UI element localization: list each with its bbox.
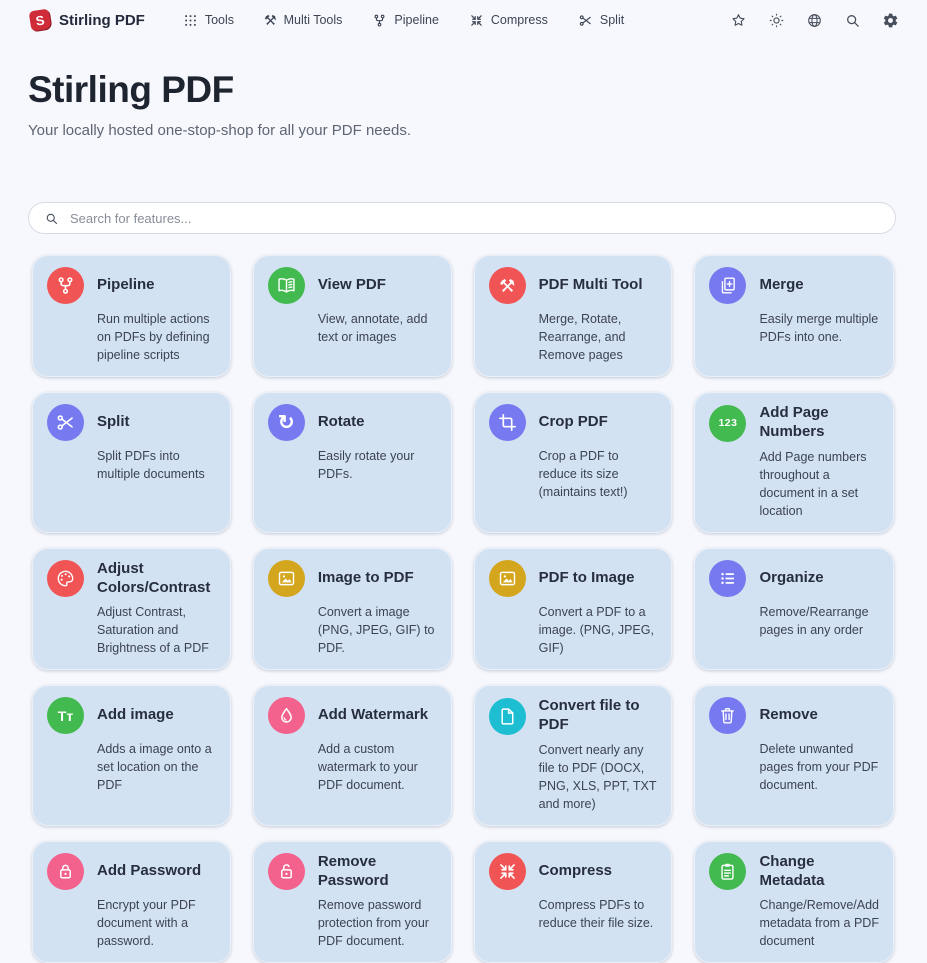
multi-tools-icon: ⚒ <box>264 12 277 28</box>
gear-icon <box>882 12 899 29</box>
file-icon <box>488 697 526 735</box>
globe-button[interactable] <box>806 12 823 29</box>
tool-card-view-pdf[interactable]: View PDF View, annotate, add text or ima… <box>252 255 452 378</box>
palette-icon <box>47 560 84 597</box>
page-subtitle: Your locally hosted one-stop-shop for al… <box>28 122 411 140</box>
tool-card-crop-pdf[interactable]: Crop PDF Crop a PDF to reduce its size (… <box>473 392 673 533</box>
scissors-icon <box>47 404 84 442</box>
tool-card-rotate[interactable]: ↻ Rotate Easily rotate your PDFs. <box>252 392 452 533</box>
pipeline-icon <box>372 13 387 28</box>
globe-icon <box>806 12 823 29</box>
unlock-icon <box>267 853 305 890</box>
tool-card-compress[interactable]: Compress Compress PDFs to reduce their f… <box>473 840 673 963</box>
compress-icon <box>469 13 484 28</box>
tool-card-remove[interactable]: Remove Delete unwanted pages from your P… <box>694 685 894 826</box>
lock-icon <box>47 852 84 890</box>
nav-items: Tools ⚒ Multi Tools Pipeline Compress Sp… <box>183 13 624 28</box>
tool-card-remove-password[interactable]: Remove Password Remove password protecti… <box>252 840 452 963</box>
tool-card-add-watermark[interactable]: Add Watermark Add a custom watermark to … <box>252 685 452 826</box>
search-input[interactable] <box>70 210 880 226</box>
gear-button[interactable] <box>882 12 899 29</box>
nav-item-multi-tools[interactable]: ⚒ Multi Tools <box>264 12 343 28</box>
search-button[interactable] <box>844 12 861 29</box>
multi-tools-icon: ⚒ <box>488 267 526 305</box>
top-navbar: S Stirling PDF Tools ⚒ Multi Tools Pipel… <box>0 0 927 34</box>
tool-card-add-password[interactable]: Add Password Encrypt your PDF document w… <box>32 840 231 963</box>
tool-card-pdf-multi-tool[interactable]: ⚒ PDF Multi Tool Merge, Rotate, Rearrang… <box>473 255 673 378</box>
tool-card-change-metadata[interactable]: Change Metadata Change/Remove/Add metada… <box>694 840 894 963</box>
image-icon <box>267 559 305 597</box>
image-icon <box>488 559 526 597</box>
star-icon <box>730 12 747 29</box>
tool-card-organize[interactable]: Organize Remove/Rearrange pages in any o… <box>694 547 894 671</box>
droplet-icon <box>267 697 305 735</box>
tool-card-adjust-colors-contrast[interactable]: Adjust Colors/Contrast Adjust Contrast, … <box>32 547 231 671</box>
search-bar[interactable] <box>28 202 896 235</box>
tool-card-pipeline[interactable]: Pipeline Run multiple actions on PDFs by… <box>32 255 231 378</box>
page-title: Stirling PDF <box>28 69 234 110</box>
star-button[interactable] <box>730 12 747 29</box>
stirling-logo-icon: S <box>28 8 52 32</box>
nav-item-compress[interactable]: Compress <box>469 13 548 28</box>
merge-icon <box>709 267 747 305</box>
tool-card-add-page-numbers[interactable]: 123 Add Page Numbers Add Page numbers th… <box>694 392 894 533</box>
search-icon <box>44 211 59 226</box>
text-fields-icon: Tт <box>47 697 84 735</box>
compress-icon <box>488 852 526 890</box>
hero: Stirling PDF Your locally hosted one-sto… <box>0 67 927 139</box>
brightness-button[interactable] <box>768 12 785 29</box>
tool-card-convert-file-to-pdf[interactable]: Convert file to PDF Convert nearly any f… <box>473 685 673 826</box>
tool-card-split[interactable]: Split Split PDFs into multiple documents <box>32 392 231 533</box>
brand-home-link[interactable]: S Stirling PDF <box>28 8 145 32</box>
tool-card-image-to-pdf[interactable]: Image to PDF Convert a image (PNG, JPEG,… <box>252 547 452 671</box>
nav-item-tools[interactable]: Tools <box>183 13 234 28</box>
pipeline-icon <box>47 267 84 305</box>
tool-card-pdf-to-image[interactable]: PDF to Image Convert a PDF to a image. (… <box>473 547 673 671</box>
rotate-icon: ↻ <box>267 404 305 442</box>
brightness-icon <box>768 12 785 29</box>
book-icon <box>267 267 305 305</box>
nav-item-split[interactable]: Split <box>578 13 624 28</box>
brand-name: Stirling PDF <box>59 11 145 29</box>
nav-item-pipeline[interactable]: Pipeline <box>372 13 439 28</box>
grid-icon <box>183 13 198 28</box>
search-icon <box>844 12 861 29</box>
trash-icon <box>709 697 747 735</box>
scissors-icon <box>578 13 593 28</box>
tools-grid: Pipeline Run multiple actions on PDFs by… <box>32 255 894 963</box>
numbers-123-icon: 123 <box>709 404 747 442</box>
nav-actions <box>730 12 899 29</box>
clipboard-icon <box>709 853 747 890</box>
list-icon <box>709 559 747 597</box>
crop-icon <box>488 404 526 442</box>
tool-card-merge[interactable]: Merge Easily merge multiple PDFs into on… <box>694 255 894 378</box>
tool-card-add-image[interactable]: Tт Add image Adds a image onto a set loc… <box>32 685 231 826</box>
